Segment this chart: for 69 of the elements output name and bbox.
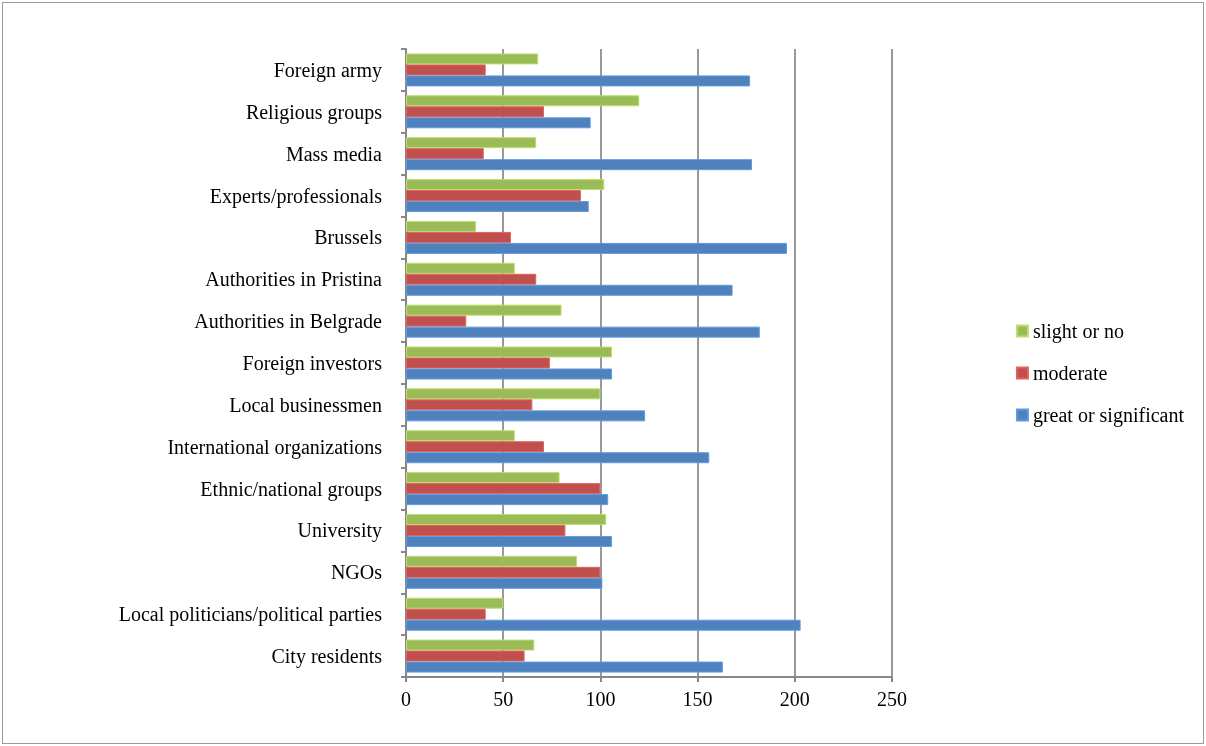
bar [406, 220, 476, 232]
bar [406, 566, 601, 578]
bar [406, 483, 601, 495]
bar [406, 242, 788, 254]
y-tick-label: Religious groups [245, 100, 383, 124]
bar [406, 315, 467, 327]
bar [406, 137, 537, 149]
bar [406, 430, 515, 442]
bar [406, 650, 525, 662]
bar [406, 472, 560, 484]
bar [406, 494, 609, 506]
bar [406, 441, 545, 453]
legend-label: slight or no [1032, 320, 1125, 343]
y-tick-label: NGOs [330, 561, 383, 584]
bar [406, 326, 760, 338]
bar [406, 661, 723, 673]
bar [406, 64, 486, 76]
bar [406, 399, 533, 411]
bar [406, 357, 550, 369]
y-tick-label: University [297, 519, 382, 543]
y-tick-label: Ethnic/national groups [200, 477, 383, 501]
bar [406, 608, 486, 620]
legend-label: moderate [1032, 362, 1108, 384]
bar [406, 388, 601, 400]
y-tick-label: Local businessmen [229, 393, 382, 416]
bar [406, 535, 613, 547]
bar [406, 577, 603, 589]
y-tick-label: Experts/professionals [209, 184, 383, 208]
bar [406, 117, 591, 129]
y-tick-label: Authorities in Belgrade [194, 310, 383, 334]
bar [406, 190, 581, 202]
bar [406, 619, 801, 631]
bar [406, 231, 511, 243]
x-tick-label: 0 [401, 688, 411, 710]
bar [406, 410, 646, 422]
bar [406, 201, 589, 213]
bar [406, 273, 537, 285]
y-tick-label: International organizations [167, 435, 383, 459]
x-tick-label: 150 [682, 688, 713, 710]
bar [406, 639, 535, 651]
bar [406, 452, 710, 464]
y-tick-label: Authorities in Pristina [205, 268, 383, 291]
bar [406, 159, 753, 171]
y-tick-label: City residents [271, 645, 383, 669]
bar [406, 346, 613, 358]
x-tick-label: 100 [585, 688, 616, 710]
y-tick-label: Mass media [285, 142, 383, 165]
bar [406, 148, 484, 160]
bar [406, 597, 504, 609]
legend-label: great or significant [1032, 404, 1185, 427]
y-tick-label: Local politicians/political parties [118, 603, 383, 627]
x-tick-label: 200 [779, 688, 810, 710]
bar [406, 304, 562, 316]
bar [406, 284, 733, 296]
bar [406, 262, 515, 274]
y-tick-label: Foreign army [273, 58, 382, 82]
bar [406, 53, 539, 65]
x-tick-label: 50 [493, 688, 514, 710]
bar [406, 555, 578, 567]
bar [406, 179, 605, 191]
bar [406, 513, 607, 525]
bar [406, 524, 566, 536]
bar [406, 95, 640, 107]
bar [406, 75, 751, 87]
bar [406, 368, 613, 380]
y-tick-label: Foreign investors [242, 352, 383, 375]
x-tick-label: 250 [877, 688, 907, 710]
bar [406, 106, 545, 118]
y-tick-label: Brussels [314, 226, 383, 249]
